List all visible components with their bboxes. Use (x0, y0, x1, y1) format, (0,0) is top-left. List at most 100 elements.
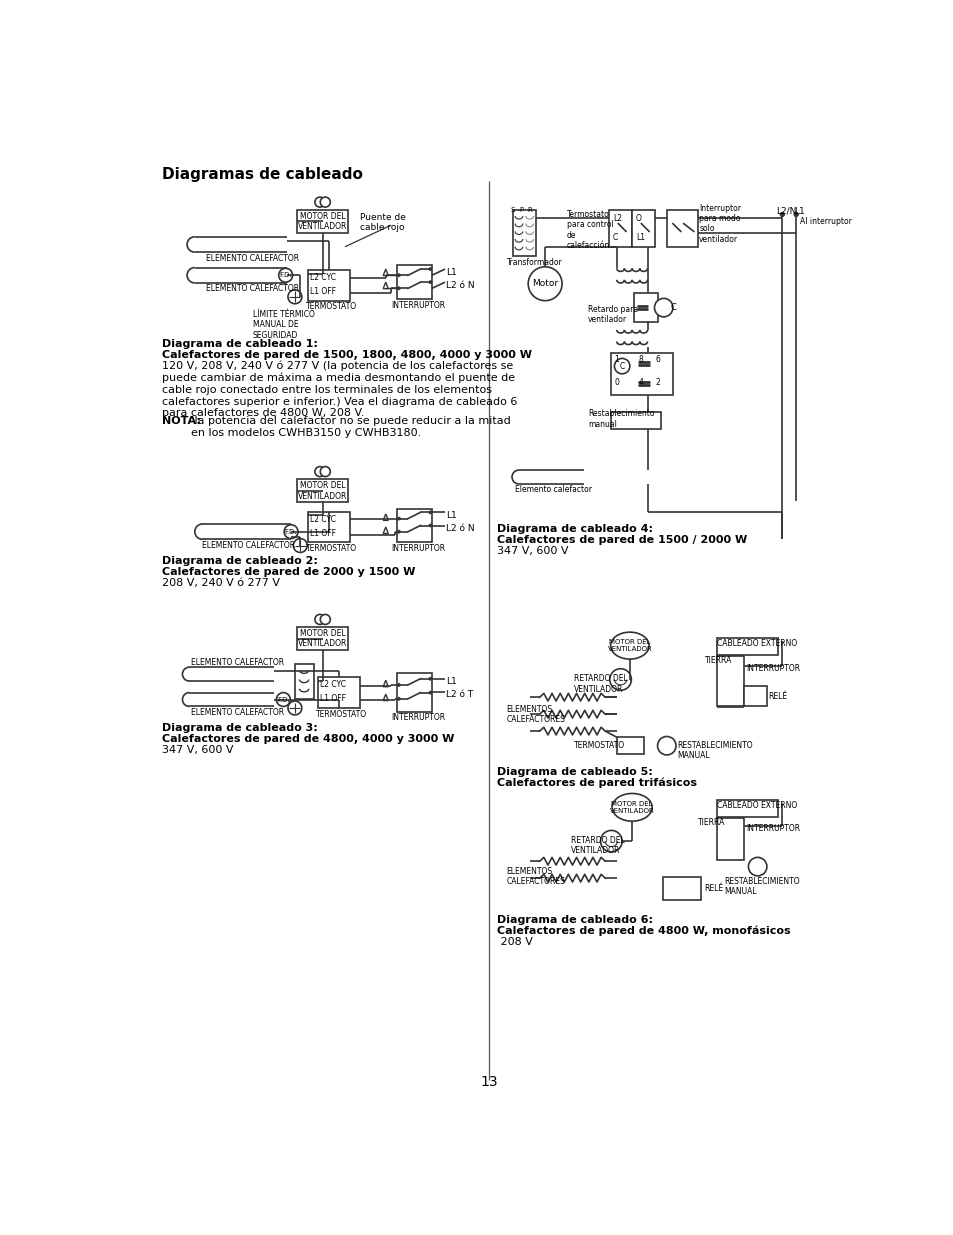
Text: INTERRUPTOR: INTERRUPTOR (391, 300, 445, 310)
Circle shape (609, 668, 631, 690)
Text: ELEMENTOS
CALEFACTORES: ELEMENTOS CALEFACTORES (506, 705, 565, 724)
Text: P: P (519, 207, 523, 214)
Text: 347 V, 600 V: 347 V, 600 V (161, 745, 233, 755)
Text: F.D.: F.D. (284, 529, 297, 535)
Text: CABLEADO EXTERNO: CABLEADO EXTERNO (716, 640, 797, 648)
Circle shape (429, 280, 432, 284)
Circle shape (429, 677, 432, 680)
Bar (716, 799, 778, 816)
Bar (634, 293, 657, 322)
Text: L1: L1 (445, 268, 456, 277)
Circle shape (429, 268, 432, 270)
Text: 4: 4 (638, 378, 642, 387)
Text: 0: 0 (614, 378, 618, 387)
Text: RESTABLECIMIENTO
MANUAL: RESTABLECIMIENTO MANUAL (723, 877, 800, 897)
Text: S: S (510, 207, 515, 214)
Text: LÍMITE TÉRMICO
MANUAL DE
SEGURIDAD: LÍMITE TÉRMICO MANUAL DE SEGURIDAD (253, 310, 314, 340)
Bar (297, 479, 348, 503)
Text: L2 ó T: L2 ó T (445, 690, 473, 699)
Circle shape (793, 212, 798, 216)
Text: MOTOR DEL
VENTILADOR: MOTOR DEL VENTILADOR (609, 800, 654, 814)
Text: 208 V: 208 V (497, 936, 533, 947)
Bar (396, 266, 432, 299)
Circle shape (293, 538, 307, 552)
Text: TIERRA: TIERRA (697, 818, 724, 827)
Circle shape (528, 267, 561, 300)
Text: MOTOR DEL
VENTILADOR: MOTOR DEL VENTILADOR (297, 629, 347, 648)
Circle shape (748, 857, 766, 876)
Circle shape (396, 287, 400, 290)
Text: Calefactores de pared de 2000 y 1500 W: Calefactores de pared de 2000 y 1500 W (161, 567, 415, 577)
Bar (308, 511, 350, 542)
Bar (716, 638, 778, 655)
Circle shape (396, 274, 400, 277)
Text: L1: L1 (445, 677, 456, 687)
Text: Calefactores de pared de 1500, 1800, 4800, 4000 y 3000 W: Calefactores de pared de 1500, 1800, 480… (161, 350, 531, 359)
Text: ELEMENTO CALEFACTOR: ELEMENTO CALEFACTOR (206, 253, 299, 263)
Circle shape (314, 467, 325, 477)
Circle shape (314, 198, 325, 207)
Circle shape (396, 698, 400, 700)
Circle shape (429, 524, 432, 527)
Text: CABLEADO EXTERNO: CABLEADO EXTERNO (716, 802, 797, 810)
Bar (297, 210, 348, 233)
Bar (611, 353, 672, 395)
Text: Restablecimiento
manual: Restablecimiento manual (588, 409, 654, 429)
Circle shape (429, 692, 432, 694)
Circle shape (396, 517, 400, 520)
Text: 347 V, 600 V: 347 V, 600 V (497, 546, 568, 556)
Text: F.D.: F.D. (279, 272, 292, 278)
Bar (632, 210, 655, 247)
Bar (308, 270, 350, 300)
Text: C: C (612, 233, 618, 242)
Text: Calefactores de pared de 1500 / 2000 W: Calefactores de pared de 1500 / 2000 W (497, 535, 747, 545)
Text: O: O (636, 214, 641, 222)
Text: L2 ó N: L2 ó N (445, 524, 474, 534)
Text: L1: L1 (636, 233, 644, 242)
Text: Motor: Motor (532, 279, 558, 288)
Text: la potencia del calefactor no se puede reducir a la mitad
en los modelos CWHB315: la potencia del calefactor no se puede r… (191, 416, 510, 437)
Text: 8: 8 (638, 354, 642, 363)
Text: Calefactores de pared trifásicos: Calefactores de pared trifásicos (497, 777, 697, 788)
Circle shape (600, 830, 621, 852)
Circle shape (276, 693, 290, 706)
Bar (396, 509, 432, 542)
Ellipse shape (612, 793, 652, 821)
Text: ELEMENTO CALEFACTOR: ELEMENTO CALEFACTOR (191, 658, 284, 667)
Bar (716, 656, 743, 706)
Text: Diagrama de cableado 4:: Diagrama de cableado 4: (497, 524, 653, 534)
Text: 120 V, 208 V, 240 V ó 277 V (la potencia de los calefactores se
puede cambiar de: 120 V, 208 V, 240 V ó 277 V (la potencia… (161, 361, 517, 419)
Text: Calefactores de pared de 4800, 4000 y 3000 W: Calefactores de pared de 4800, 4000 y 30… (161, 734, 454, 745)
Text: C: C (669, 303, 675, 312)
Text: L2 CYC: L2 CYC (310, 515, 335, 524)
Text: RELÉ: RELÉ (703, 884, 722, 893)
Text: L1: L1 (445, 511, 456, 520)
Text: RETARDO DEL
VENTILADOR: RETARDO DEL VENTILADOR (570, 836, 623, 855)
Circle shape (429, 511, 432, 514)
Text: L2 ó N: L2 ó N (445, 280, 474, 290)
Text: RELÉ: RELÉ (767, 692, 787, 700)
Text: 2: 2 (655, 378, 659, 387)
Bar (297, 627, 348, 651)
Text: L1 OFF: L1 OFF (310, 287, 335, 296)
Circle shape (288, 290, 301, 304)
Circle shape (320, 615, 330, 625)
Text: Diagrama de cableado 2:: Diagrama de cableado 2: (161, 556, 317, 567)
Circle shape (320, 198, 330, 207)
Text: RESTABLECIMIENTO
MANUAL: RESTABLECIMIENTO MANUAL (677, 741, 753, 761)
Text: Termostato
para control
de
calefacción: Termostato para control de calefacción (566, 210, 613, 249)
Bar (396, 673, 432, 711)
Circle shape (614, 358, 629, 374)
Text: ELEMENTO CALEFACTOR: ELEMENTO CALEFACTOR (206, 284, 299, 294)
Circle shape (654, 299, 672, 317)
Text: 1: 1 (614, 354, 618, 363)
Text: 6: 6 (655, 354, 659, 363)
Text: L1 OFF: L1 OFF (320, 694, 346, 703)
Circle shape (314, 615, 325, 625)
Text: Al interruptor: Al interruptor (800, 217, 851, 226)
Text: ELEMENTO CALEFACTOR: ELEMENTO CALEFACTOR (191, 708, 284, 718)
Text: F.D.: F.D. (276, 697, 290, 703)
Text: TERMOSTATO: TERMOSTATO (574, 741, 625, 750)
Text: Puente de
cable rojo: Puente de cable rojo (360, 212, 406, 232)
Bar (616, 737, 643, 755)
